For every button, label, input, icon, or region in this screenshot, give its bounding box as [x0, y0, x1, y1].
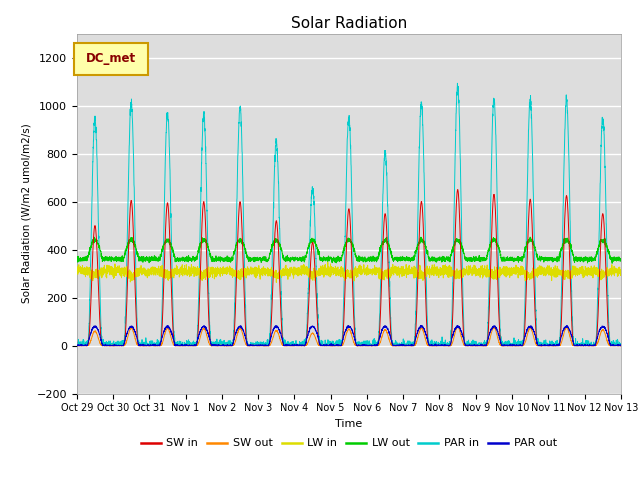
Y-axis label: Solar Radiation (W/m2 umol/m2/s): Solar Radiation (W/m2 umol/m2/s)	[21, 124, 31, 303]
Title: Solar Radiation: Solar Radiation	[291, 16, 407, 31]
Legend: SW in, SW out, LW in, LW out, PAR in, PAR out: SW in, SW out, LW in, LW out, PAR in, PA…	[136, 434, 561, 453]
FancyBboxPatch shape	[74, 43, 147, 75]
Text: DC_met: DC_met	[86, 51, 136, 65]
X-axis label: Time: Time	[335, 419, 362, 429]
